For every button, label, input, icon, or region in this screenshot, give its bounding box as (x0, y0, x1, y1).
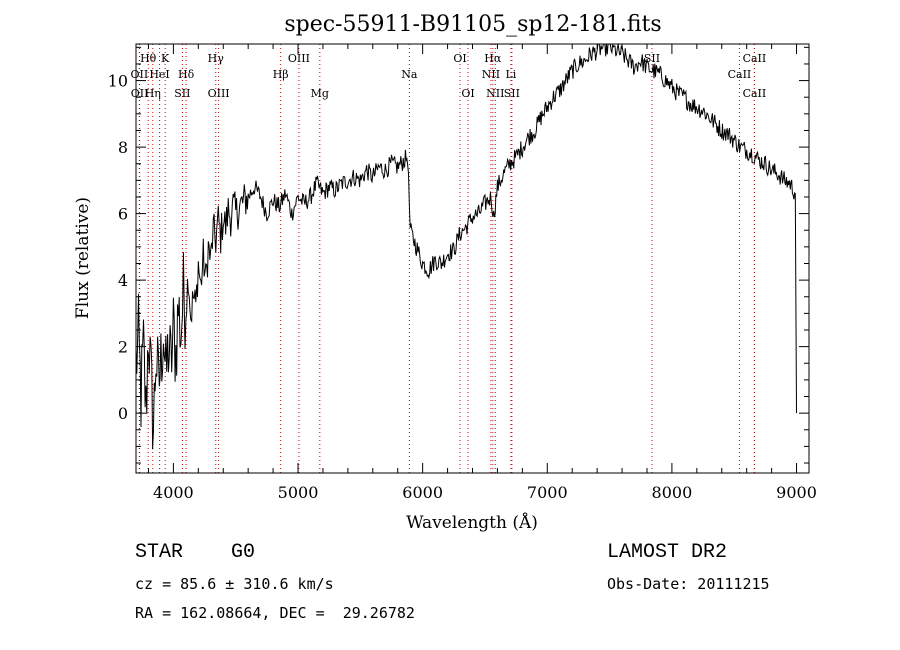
emission-line-markers (138, 44, 755, 473)
emission-line-label: Hβ (273, 68, 289, 81)
y-tick-label: 4 (118, 271, 128, 290)
emission-line-label: OI (453, 52, 466, 65)
x-axis-label: Wavelength (Å) (406, 512, 538, 533)
emission-line-label: CaII (743, 87, 767, 100)
y-tick-label: 0 (118, 404, 128, 423)
emission-line-label: CaII (743, 52, 767, 65)
emission-line-label: OIII (288, 52, 310, 65)
emission-line-label: SII (174, 87, 190, 100)
emission-line-label: SII (504, 87, 520, 100)
emission-line-label: Hδ (178, 68, 195, 81)
y-tick-label: 10 (108, 72, 128, 91)
observation-date: Obs-Date: 20111215 (607, 575, 770, 593)
emission-line-label: HeI (149, 68, 169, 81)
y-tick-label: 6 (118, 205, 128, 224)
y-tick-label: 8 (118, 138, 128, 157)
emission-line-label: Hα (484, 52, 502, 65)
emission-line-label: Li (505, 68, 516, 81)
coordinates: RA = 162.08664, DEC = 29.26782 (135, 604, 415, 622)
x-tick-label: 6000 (402, 483, 443, 502)
redshift-cz: cz = 85.6 ± 310.6 km/s (135, 575, 334, 593)
x-tick-label: 7000 (527, 483, 568, 502)
emission-line-label: Hθ (140, 52, 157, 65)
chart-title: spec-55911-B91105_sp12-181.fits (284, 12, 661, 37)
emission-line-label: Hη (145, 87, 161, 100)
y-axis: 0 2 4 6 8 10 (108, 46, 809, 464)
emission-line-label: OI (461, 87, 474, 100)
x-tick-label: 4000 (153, 483, 194, 502)
emission-line-label: OII (131, 68, 149, 81)
emission-line-label: Mg (311, 87, 329, 100)
x-tick-label: 5000 (278, 483, 319, 502)
y-axis-label: Flux (relative) (73, 197, 93, 319)
emission-line-label: OII (131, 87, 149, 100)
survey-name: LAMOST DR2 (607, 541, 728, 564)
emission-line-label: Na (401, 68, 418, 81)
spectrum-series-line (135, 43, 797, 450)
emission-line-label: OIII (208, 87, 230, 100)
emission-line-label: NII (486, 87, 504, 100)
y-tick-label: 2 (118, 338, 128, 357)
emission-line-label: NII (482, 68, 500, 81)
x-axis: 4000 5000 6000 7000 8000 9000 (147, 44, 817, 502)
emission-line-label: K (161, 52, 170, 65)
emission-line-label: Hγ (208, 52, 225, 65)
object-class: STAR G0 (135, 541, 256, 564)
plot-frame (135, 43, 810, 474)
emission-line-label: CaII (728, 68, 752, 81)
x-tick-label: 8000 (652, 483, 693, 502)
x-tick-label: 9000 (776, 483, 817, 502)
